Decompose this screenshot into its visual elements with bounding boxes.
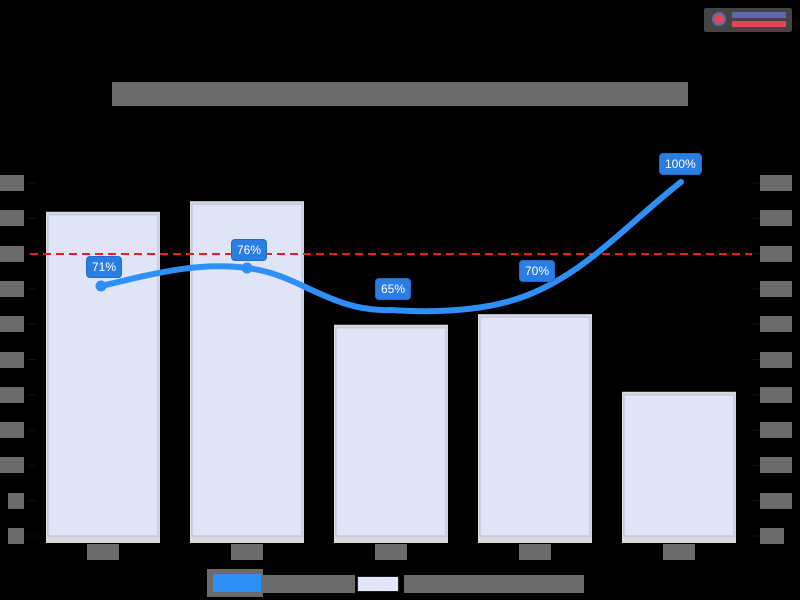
data-label: 76% [231, 239, 267, 261]
legend-swatch-bar[interactable] [357, 576, 399, 592]
legend-swatch-line[interactable] [207, 569, 263, 597]
chart-plot [0, 0, 800, 600]
data-label: 71% [86, 256, 122, 278]
data-point [96, 281, 107, 292]
legend-label-line: [redacted line series] [263, 575, 355, 593]
data-label: 65% [375, 278, 411, 300]
bar [336, 328, 446, 536]
bar [480, 317, 590, 536]
data-point [242, 263, 253, 274]
data-label: 100% [659, 153, 702, 175]
legend-label-bar: [redacted bar series] [404, 575, 584, 593]
data-label: 70% [519, 260, 555, 282]
bar [624, 395, 734, 536]
